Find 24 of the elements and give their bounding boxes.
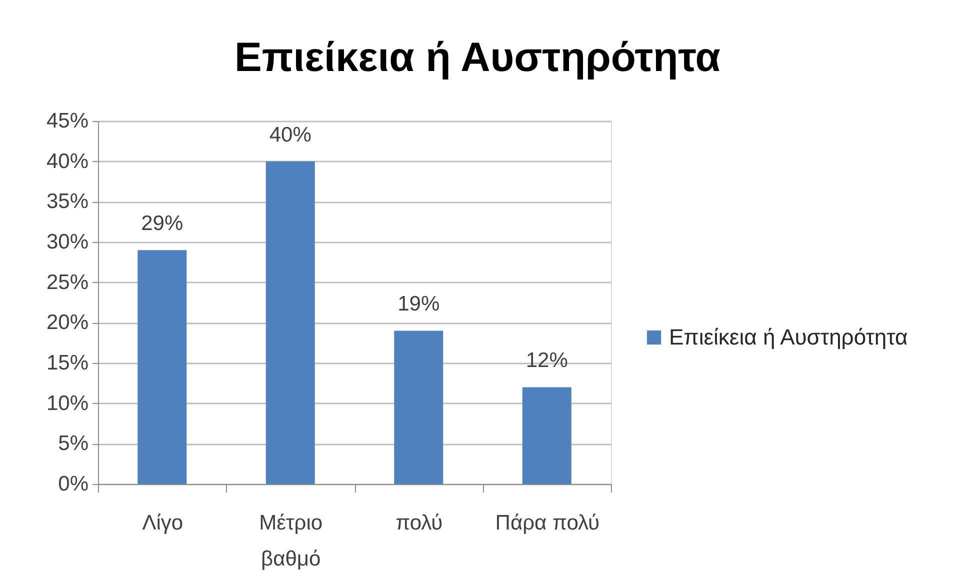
y-tick-label: 25% <box>46 270 88 294</box>
y-tick-label: 30% <box>46 230 88 254</box>
x-tick-label: Πάρα πολύ <box>495 512 600 534</box>
x-tick-label: Μέτριο βαθμό <box>259 512 323 570</box>
bar <box>522 387 572 484</box>
y-tick-label: 40% <box>46 150 88 173</box>
y-tick-label: 15% <box>46 352 88 374</box>
bar <box>138 250 187 484</box>
y-tick-label: 45% <box>46 110 88 132</box>
chart-title: Επιείκεια ή Αυστηρότητα <box>234 34 721 80</box>
y-tick-label: 5% <box>58 432 88 456</box>
legend-label: Επιείκεια ή Αυστηρότητα <box>669 324 908 350</box>
data-label: 19% <box>398 292 440 316</box>
x-tick-label: Λίγο <box>142 512 184 534</box>
data-label: 29% <box>141 212 184 236</box>
bar <box>266 161 315 484</box>
y-tick-label: 0% <box>58 472 88 496</box>
y-tick-label: 35% <box>46 190 88 214</box>
data-label: 12% <box>526 349 568 372</box>
data-label: 40% <box>269 123 312 146</box>
y-tick-label: 20% <box>46 311 88 334</box>
y-tick-label: 10% <box>46 392 88 415</box>
x-tick-label: πολύ <box>396 512 443 534</box>
bar <box>394 330 444 484</box>
